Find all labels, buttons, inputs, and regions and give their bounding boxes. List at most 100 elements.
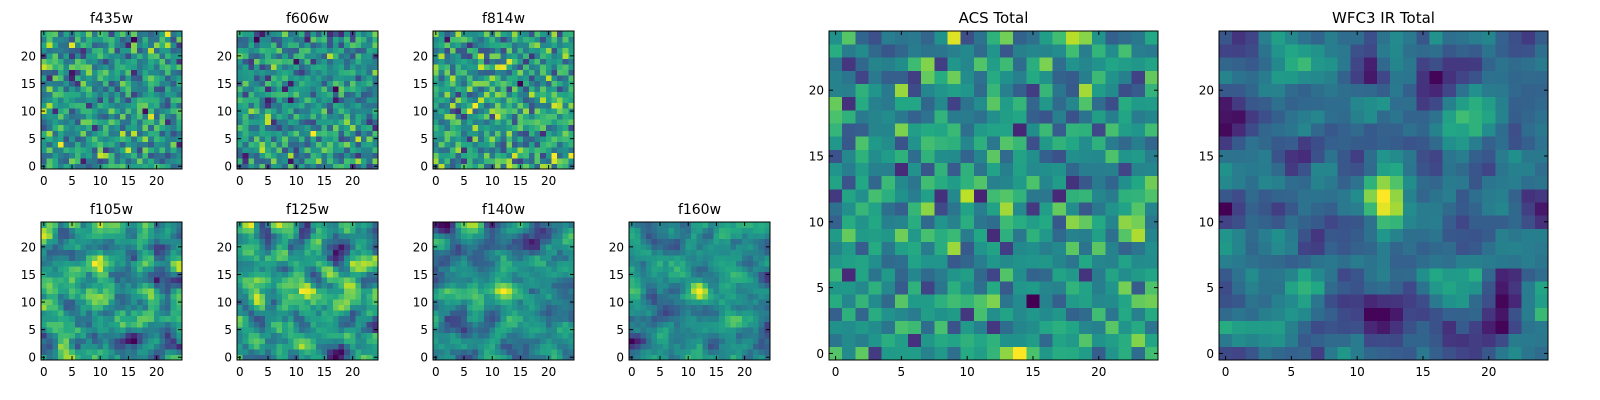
heatmap-cell	[366, 299, 373, 306]
heatmap-cell	[253, 108, 260, 115]
heatmap-cell	[674, 321, 681, 328]
heatmap-cell	[242, 163, 249, 170]
heatmap-cell	[304, 36, 311, 43]
x-tick-label: 20	[737, 365, 752, 379]
heatmap-cell	[310, 255, 317, 262]
heatmap-cell	[176, 64, 183, 71]
heatmap-cell	[74, 75, 81, 82]
heatmap-cell	[315, 97, 322, 104]
heatmap-cell	[131, 157, 138, 164]
heatmap-cell	[86, 271, 93, 278]
heatmap-cell	[691, 238, 698, 245]
heatmap-cell	[80, 146, 87, 153]
heatmap-cell	[511, 31, 518, 37]
heatmap-cell	[449, 332, 456, 339]
heatmap-cell	[466, 332, 473, 339]
heatmap-cell	[1144, 228, 1159, 242]
heatmap-cell	[551, 299, 558, 306]
heatmap-cell	[114, 337, 121, 344]
heatmap-cell	[97, 233, 104, 239]
heatmap-cell	[361, 288, 368, 295]
heatmap-cell	[753, 354, 760, 361]
heatmap-cell	[557, 260, 564, 267]
heatmap-cell	[438, 163, 445, 170]
heatmap-cell	[753, 288, 760, 295]
heatmap-cell	[466, 53, 473, 59]
heatmap-cell	[489, 282, 496, 289]
heatmap-cell	[528, 130, 535, 137]
heatmap-cell	[159, 343, 166, 350]
heatmap-cell	[651, 299, 658, 306]
heatmap-cell	[478, 152, 485, 159]
y-tick-label: 0	[28, 351, 36, 365]
heatmap-cell	[159, 326, 166, 333]
heatmap-cell	[478, 108, 485, 115]
heatmap-cell	[63, 277, 70, 284]
heatmap-cells	[41, 222, 183, 361]
heatmap-cell	[119, 271, 126, 278]
heatmap-cell	[517, 119, 524, 126]
heatmap-cell	[696, 271, 703, 278]
heatmap-cell	[438, 119, 445, 126]
heatmap-cell	[1065, 241, 1080, 256]
heatmap-cell	[973, 320, 988, 335]
heatmap-cell	[361, 343, 368, 350]
heatmap-cell	[259, 42, 266, 48]
heatmap-cell	[645, 348, 652, 355]
heatmap-cell	[299, 58, 306, 65]
heatmap-cell	[674, 260, 681, 267]
heatmap-cell	[568, 141, 575, 148]
heatmap-cell	[894, 307, 909, 321]
heatmap-cell	[540, 310, 547, 317]
heatmap-cell	[674, 222, 681, 228]
heatmap-cell	[349, 288, 356, 295]
heatmap-cell	[332, 227, 339, 234]
heatmap-cell	[142, 64, 149, 71]
heatmap-cell	[293, 86, 300, 93]
heatmap-cell	[153, 238, 160, 245]
heatmap-cell	[108, 163, 115, 170]
heatmap-cell	[299, 282, 306, 289]
heatmap-cell	[523, 113, 530, 120]
heatmap-cell	[165, 58, 172, 65]
heatmap-cell	[1092, 281, 1106, 295]
heatmap-cell	[545, 102, 552, 109]
heatmap-cell	[114, 315, 121, 322]
heatmap-cell	[327, 47, 334, 54]
heatmap-cell	[758, 282, 765, 289]
heatmap-cell	[361, 58, 368, 65]
heatmap-cell	[483, 288, 490, 295]
heatmap-cell	[270, 293, 277, 300]
heatmap-cell	[489, 238, 496, 245]
heatmap-cell	[108, 343, 115, 350]
heatmap-cells	[41, 31, 183, 170]
heatmap-cell	[662, 348, 669, 355]
heatmap-cell	[562, 277, 569, 284]
heatmap-cell	[265, 36, 272, 43]
heatmap-cell	[433, 282, 440, 289]
heatmap-cell	[702, 326, 709, 333]
heatmap-cell	[242, 282, 249, 289]
heatmap-cell	[842, 162, 856, 177]
heatmap-cell	[483, 31, 490, 37]
heatmap-cell	[108, 53, 115, 59]
heatmap-cell	[74, 53, 81, 59]
heatmap-cell	[270, 277, 277, 284]
heatmap-cell	[332, 260, 339, 267]
heatmap-cell	[114, 102, 121, 109]
heatmap-cell	[433, 119, 440, 126]
heatmap-cell	[165, 326, 172, 333]
heatmap-cell	[730, 222, 737, 228]
heatmap-cell	[131, 152, 138, 159]
heatmap-cell	[57, 58, 64, 65]
heatmap-cell	[338, 238, 345, 245]
heatmap-cell	[282, 146, 289, 153]
heatmap-cell	[74, 58, 81, 65]
heatmap-cell	[131, 238, 138, 245]
heatmap-cell	[438, 282, 445, 289]
heatmap-cell	[108, 108, 115, 115]
heatmap-cell	[489, 321, 496, 328]
heatmap-cell	[868, 188, 883, 203]
heatmap-cell	[131, 288, 138, 295]
